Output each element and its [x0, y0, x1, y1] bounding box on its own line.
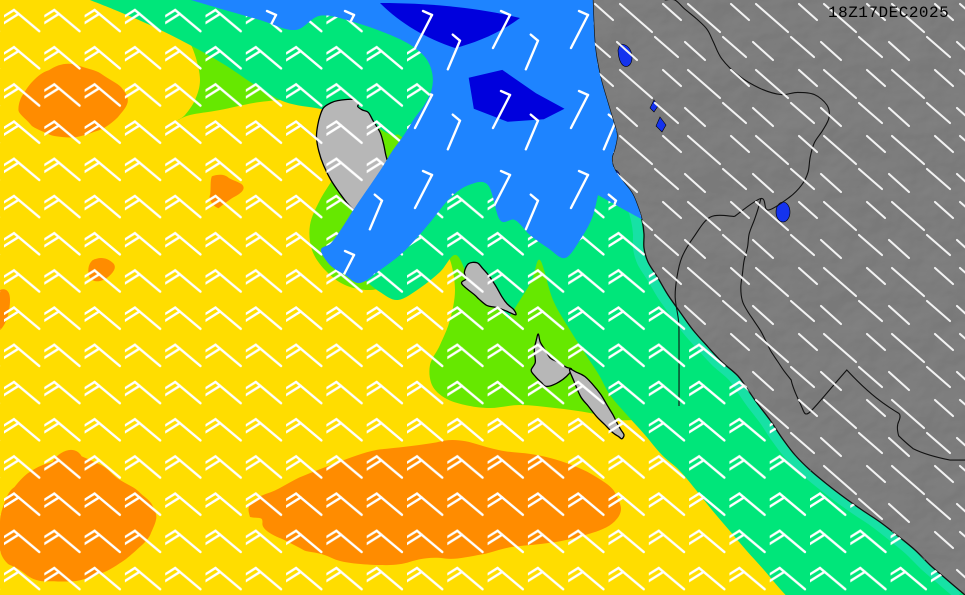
svg-text:18Z17DEC2025: 18Z17DEC2025 — [828, 4, 949, 22]
